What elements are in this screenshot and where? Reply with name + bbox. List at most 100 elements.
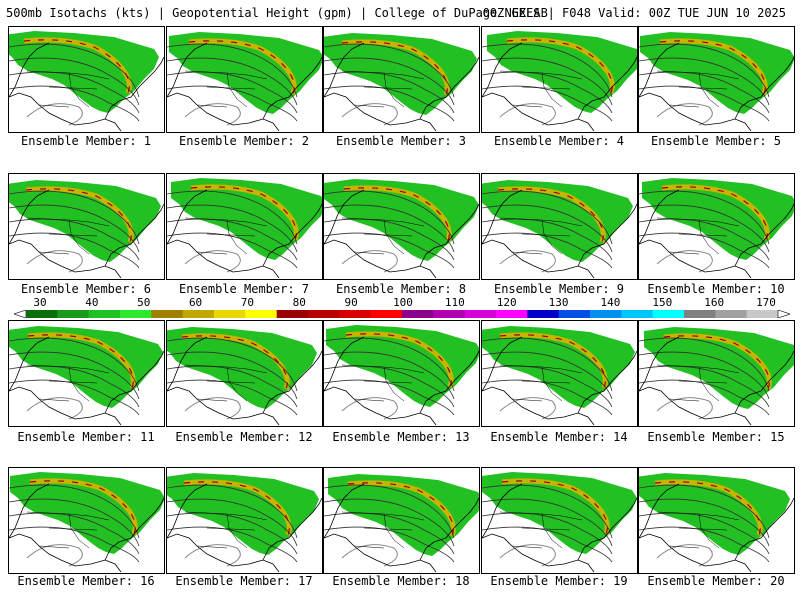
height-contour: [9, 512, 140, 555]
coastline: [639, 42, 794, 132]
height-contour: [482, 337, 613, 392]
height-contour: [482, 498, 613, 547]
height-contour: [482, 57, 613, 106]
political-borders: [341, 364, 425, 402]
gray-height-contour: [184, 397, 241, 420]
height-contour: [167, 190, 298, 245]
colorbar-swatch: [308, 310, 340, 318]
political-borders: [499, 70, 583, 108]
gray-height-contour: [656, 544, 713, 567]
height-contour: [324, 71, 455, 114]
gray-height-contour: [184, 544, 241, 567]
ensemble-member-label: Ensemble Member: 7: [178, 282, 310, 296]
map-plot: [639, 32, 794, 132]
colorbar-tick-label: 170: [756, 296, 776, 309]
jet-max-contour: [183, 481, 290, 536]
political-borders: [656, 364, 740, 402]
ensemble-member-label: Ensemble Member: 3: [335, 134, 467, 148]
height-contour: [482, 379, 613, 416]
political-borders: [184, 217, 268, 255]
political-borders: [499, 364, 583, 402]
political-borders: [656, 70, 740, 108]
ensemble-member-map: [8, 320, 165, 427]
height-contour: [639, 484, 770, 539]
ensemble-member-label: Ensemble Member: 20: [647, 574, 785, 588]
height-contour: [324, 526, 455, 563]
height-contour: [324, 232, 455, 269]
isotach-shading: [324, 179, 479, 261]
coastline: [482, 483, 637, 573]
height-contour: [167, 512, 298, 555]
height-contour: [9, 190, 140, 245]
header-title: 500mb Isotachs (kts) | Geopotential Heig…: [6, 6, 548, 20]
coastline: [639, 336, 794, 426]
coastline: [639, 189, 794, 279]
height-contour: [324, 484, 455, 539]
height-contour: [482, 526, 613, 563]
height-contour: [9, 365, 140, 408]
map-plot: [639, 178, 794, 279]
gray-height-contour: [26, 397, 83, 420]
ensemble-member-map: [323, 173, 480, 280]
jet-max-contour: [654, 481, 761, 536]
height-contour: [482, 365, 613, 408]
height-contour: [324, 204, 455, 253]
jet-max-contour: [663, 335, 770, 390]
ensemble-member-label: Ensemble Member: 6: [20, 282, 152, 296]
colorbar-swatch: [120, 310, 152, 318]
isotach-shading: [10, 472, 164, 554]
ensemble-member-map: [481, 26, 638, 133]
colorbar-tick-label: 90: [344, 296, 358, 309]
coastline: [639, 483, 794, 573]
colorbar-swatch: [746, 310, 779, 318]
isotach-shading: [324, 33, 477, 115]
gray-height-contour: [656, 103, 713, 126]
colorbar-swatch: [433, 310, 466, 318]
map-plot: [9, 180, 164, 279]
isotach-shading: [328, 474, 479, 556]
coastline: [167, 42, 322, 132]
colorbar-tick-label: 140: [600, 296, 621, 309]
colorbar-swatch: [151, 310, 184, 318]
map-plot: [482, 31, 637, 132]
ensemble-member-label: Ensemble Member: 11: [17, 430, 155, 444]
height-contour: [167, 57, 298, 106]
map-plot: [482, 472, 637, 573]
height-contour: [167, 218, 298, 261]
ensemble-member-map: [481, 320, 638, 427]
coastline: [167, 483, 322, 573]
colorbar-tick-label: 60: [188, 296, 203, 309]
jet-max-contour: [27, 334, 134, 389]
colorbar-tick-label: 30: [33, 296, 47, 309]
colorbar-swatch: [527, 310, 560, 318]
gray-height-contour: [656, 250, 713, 273]
gray-height-contour: [341, 250, 398, 273]
height-contour: [639, 365, 770, 408]
map-plot: [167, 178, 322, 279]
jet-max-contour: [501, 480, 608, 535]
colorbar-tick-label: 70: [240, 296, 255, 309]
height-contour: [482, 190, 613, 245]
jet-max-contour: [497, 188, 604, 243]
ensemble-member-map: [638, 173, 795, 280]
ensemble-member-map: [166, 173, 323, 280]
map-plot: [167, 473, 322, 573]
map-plot: [9, 326, 164, 426]
colorbar-swatch: [715, 310, 748, 318]
ensemble-member-map: [323, 467, 480, 574]
coastline: [9, 483, 164, 573]
ensemble-member-label: Ensemble Member: 13: [332, 430, 470, 444]
jet-max-contour: [341, 41, 448, 96]
isotach-shading: [167, 327, 317, 409]
ensemble-member-map: [481, 467, 638, 574]
map-plot: [9, 472, 164, 573]
height-contour: [639, 379, 770, 416]
height-contour: [324, 512, 455, 555]
height-contour: [482, 484, 613, 539]
map-plot: [639, 473, 794, 573]
height-contour: [9, 498, 140, 547]
isotach-shading: [640, 32, 794, 114]
height-contour: [639, 85, 770, 122]
colorbar-swatch: [496, 310, 528, 318]
height-contour: [482, 512, 613, 555]
